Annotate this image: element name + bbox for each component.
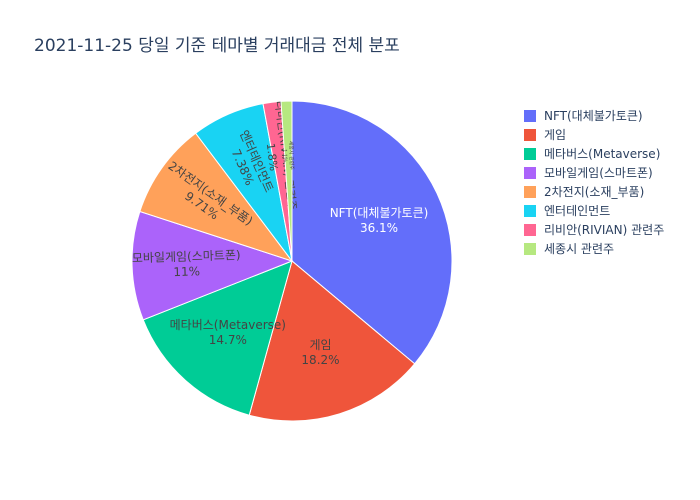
- legend-swatch: [524, 128, 536, 141]
- legend-swatch: [524, 185, 536, 198]
- pie-slice[interactable]: [142, 260, 293, 416]
- slice-label-percent: 1.8%: [264, 142, 280, 171]
- legend-label: NFT(대체불가토큰): [544, 109, 643, 123]
- legend-swatch: [524, 166, 536, 179]
- slice-label: NFT(대체불가토큰)36.1%: [330, 206, 429, 235]
- legend-label: 엔터테인먼트: [544, 204, 611, 218]
- legend-item[interactable]: 모바일게임(스마트폰): [524, 163, 700, 182]
- slice-label-name: 모바일게임(스마트폰): [132, 248, 241, 265]
- legend-swatch: [524, 242, 536, 255]
- slice-label-name: 게임: [309, 338, 331, 352]
- legend-item[interactable]: 세종시 관련주: [524, 239, 700, 258]
- slice-label-percent: 36.1%: [360, 221, 398, 235]
- legend-item[interactable]: 메타버스(Metaverse): [524, 144, 700, 163]
- pie-slice[interactable]: [139, 132, 294, 262]
- legend-swatch: [524, 147, 536, 160]
- legend-label: 2차전지(소재_부품): [544, 185, 645, 199]
- legend-swatch: [524, 223, 536, 236]
- slice-label-name: 메타버스(Metaverse): [170, 318, 286, 332]
- chart-title: 2021-11-25 당일 기준 테마별 거래대금 전체 분포: [34, 36, 400, 56]
- slice-label: 모바일게임(스마트폰)11%: [132, 248, 241, 279]
- legend-item[interactable]: 리비안(RIVIAN) 관련주: [524, 220, 700, 239]
- pie-slice[interactable]: [248, 260, 416, 422]
- slice-label-name: NFT(대체불가토큰): [330, 206, 429, 220]
- legend-item[interactable]: 게임: [524, 125, 700, 144]
- legend-item[interactable]: 엔터테인먼트: [524, 201, 700, 220]
- legend-label: 모바일게임(스마트폰): [544, 166, 653, 180]
- pie-slice[interactable]: [131, 210, 294, 321]
- legend-label: 게임: [544, 128, 567, 142]
- slice-label-percent: 11%: [173, 264, 200, 279]
- slice-label-percent: 18.2%: [301, 353, 339, 367]
- legend-label: 메타버스(Metaverse): [544, 147, 661, 161]
- legend-item[interactable]: 2차전지(소재_부품): [524, 182, 700, 201]
- slice-label-name: 세종시 관련주: [287, 141, 295, 171]
- slice-label-percent: 14.7%: [209, 333, 247, 347]
- pie-slice[interactable]: [291, 100, 453, 365]
- slice-label: 메타버스(Metaverse)14.7%: [170, 318, 286, 347]
- legend-label: 세종시 관련주: [544, 242, 615, 256]
- slice-label-percent: 1.1%: [281, 149, 287, 162]
- pie-slice[interactable]: [280, 100, 293, 262]
- legend-label: 리비안(RIVIAN) 관련주: [544, 223, 665, 237]
- legend-item[interactable]: NFT(대체불가토큰): [524, 106, 700, 125]
- legend-swatch: [524, 204, 536, 217]
- legend-swatch: [524, 109, 536, 122]
